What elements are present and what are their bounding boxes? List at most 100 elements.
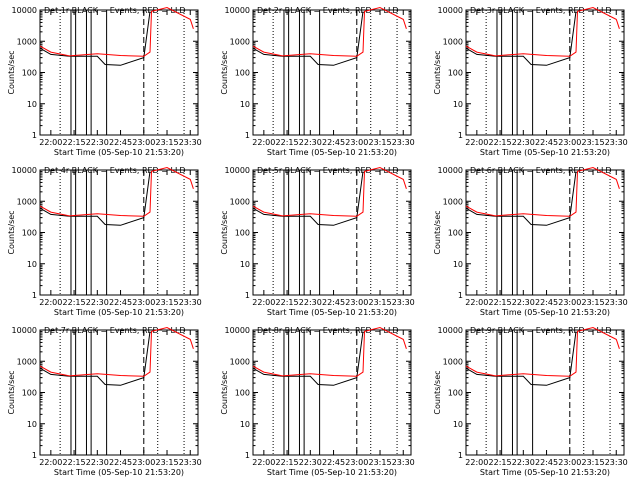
x-tick-label: 22:15 (63, 138, 86, 147)
x-axis-label: Start Time (05-Sep-10 21:53:20) (267, 148, 397, 157)
series-lld (39, 6, 194, 57)
x-tick-label: 22:00 (39, 138, 62, 147)
x-tick-label: 23:00 (558, 298, 581, 307)
x-tick-label: 22:00 (252, 138, 275, 147)
x-tick-label: 22:00 (39, 298, 62, 307)
x-tick-label: 23:00 (132, 458, 155, 467)
x-axis-label: Start Time (05-Sep-10 21:53:20) (267, 308, 397, 317)
chart-title: Det 2r BLACK = Events, RED = LLD (257, 6, 399, 15)
y-tick-label: 1000 (230, 197, 250, 206)
panel-6: Det 6r BLACK = Events, RED = LLD Counts/s… (433, 166, 628, 317)
x-tick-label: 22:45 (109, 298, 132, 307)
y-tick-label: 10 (240, 260, 250, 269)
series-lld (252, 166, 407, 217)
x-tick-label: 23:30 (605, 458, 628, 467)
x-tick-label: 22:00 (465, 298, 488, 307)
plot-frame (39, 169, 199, 296)
y-tick-label: 100 (235, 229, 250, 238)
series-events (465, 171, 577, 226)
x-tick-label: 22:30 (86, 138, 109, 147)
x-axis-label: Start Time (05-Sep-10 21:53:20) (267, 468, 397, 477)
panel-1: Det 1r BLACK = Events, RED = LLD Counts/s… (7, 6, 202, 157)
y-tick-label: 10000 (225, 6, 250, 15)
x-tick-label: 22:30 (299, 298, 322, 307)
x-tick-label: 22:00 (465, 138, 488, 147)
chart-title: Det 9r BLACK = Events, RED = LLD (470, 326, 612, 335)
y-tick-label: 1000 (230, 357, 250, 366)
x-tick-label: 23:15 (368, 458, 391, 467)
y-axis-label: Counts/sec (433, 210, 442, 254)
x-axis-label: Start Time (05-Sep-10 21:53:20) (480, 148, 610, 157)
x-tick-label: 22:45 (109, 458, 132, 467)
x-tick-label: 22:30 (86, 458, 109, 467)
x-tick-label: 22:45 (322, 298, 345, 307)
x-tick-label: 22:30 (299, 458, 322, 467)
x-axis-label: Start Time (05-Sep-10 21:53:20) (54, 308, 184, 317)
y-tick-label: 1 (245, 131, 250, 140)
x-tick-label: 22:30 (512, 138, 535, 147)
y-tick-label: 1 (32, 291, 37, 300)
y-tick-label: 1 (245, 291, 250, 300)
plot-frame (252, 329, 412, 456)
y-tick-label: 10 (453, 100, 463, 109)
x-tick-label: 23:15 (155, 298, 178, 307)
x-tick-label: 23:15 (155, 138, 178, 147)
x-tick-label: 22:15 (489, 138, 512, 147)
chart-title: Det 8r BLACK = Events, RED = LLD (257, 326, 399, 335)
y-tick-label: 1000 (443, 357, 463, 366)
plot-frame (252, 169, 412, 296)
panel-4: Det 4r BLACK = Events, RED = LLD Counts/s… (7, 166, 202, 317)
y-tick-label: 100 (22, 389, 37, 398)
x-tick-label: 23:00 (132, 138, 155, 147)
series-lld (465, 6, 620, 57)
plot-frame (465, 329, 625, 456)
x-tick-label: 23:15 (368, 298, 391, 307)
x-tick-label: 23:00 (132, 298, 155, 307)
panel-7: Det 7r BLACK = Events, RED = LLD Counts/s… (7, 326, 202, 477)
x-axis-label: Start Time (05-Sep-10 21:53:20) (54, 148, 184, 157)
x-axis-label: Start Time (05-Sep-10 21:53:20) (480, 468, 610, 477)
y-axis-label: Counts/sec (7, 370, 16, 414)
panel-2: Det 2r BLACK = Events, RED = LLD Counts/s… (220, 6, 415, 157)
panel-3: Det 3r BLACK = Events, RED = LLD Counts/s… (433, 6, 628, 157)
y-tick-label: 10 (240, 420, 250, 429)
plot-frame (252, 9, 412, 136)
x-tick-label: 23:30 (392, 298, 415, 307)
x-tick-label: 23:30 (179, 138, 202, 147)
x-tick-label: 22:15 (63, 458, 86, 467)
series-events (252, 331, 364, 386)
y-tick-label: 1 (32, 131, 37, 140)
y-tick-label: 100 (22, 69, 37, 78)
x-tick-label: 22:15 (63, 298, 86, 307)
x-tick-label: 22:00 (252, 298, 275, 307)
series-lld (252, 326, 407, 377)
x-tick-label: 22:15 (276, 298, 299, 307)
series-lld (252, 6, 407, 57)
y-axis-label: Counts/sec (433, 50, 442, 94)
x-tick-label: 22:15 (276, 458, 299, 467)
x-tick-label: 22:45 (109, 138, 132, 147)
panel-5: Det 5r BLACK = Events, RED = LLD Counts/s… (220, 166, 415, 317)
series-events (39, 11, 151, 66)
y-tick-label: 10000 (12, 6, 37, 15)
x-tick-label: 23:00 (558, 458, 581, 467)
x-tick-label: 23:15 (581, 298, 604, 307)
chart-title: Det 5r BLACK = Events, RED = LLD (257, 166, 399, 175)
plot-frame (465, 169, 625, 296)
y-tick-label: 10000 (438, 326, 463, 335)
x-tick-label: 23:30 (605, 138, 628, 147)
y-axis-label: Counts/sec (433, 370, 442, 414)
y-axis-label: Counts/sec (7, 50, 16, 94)
series-lld (39, 326, 194, 377)
y-tick-label: 1000 (17, 37, 37, 46)
y-tick-label: 10000 (225, 326, 250, 335)
y-tick-label: 1000 (17, 357, 37, 366)
series-events (39, 171, 151, 226)
series-lld (465, 166, 620, 217)
y-tick-label: 1000 (17, 197, 37, 206)
x-axis-label: Start Time (05-Sep-10 21:53:20) (54, 468, 184, 477)
y-tick-label: 10 (27, 260, 37, 269)
x-tick-label: 22:00 (465, 458, 488, 467)
chart-title: Det 4r BLACK = Events, RED = LLD (44, 166, 186, 175)
